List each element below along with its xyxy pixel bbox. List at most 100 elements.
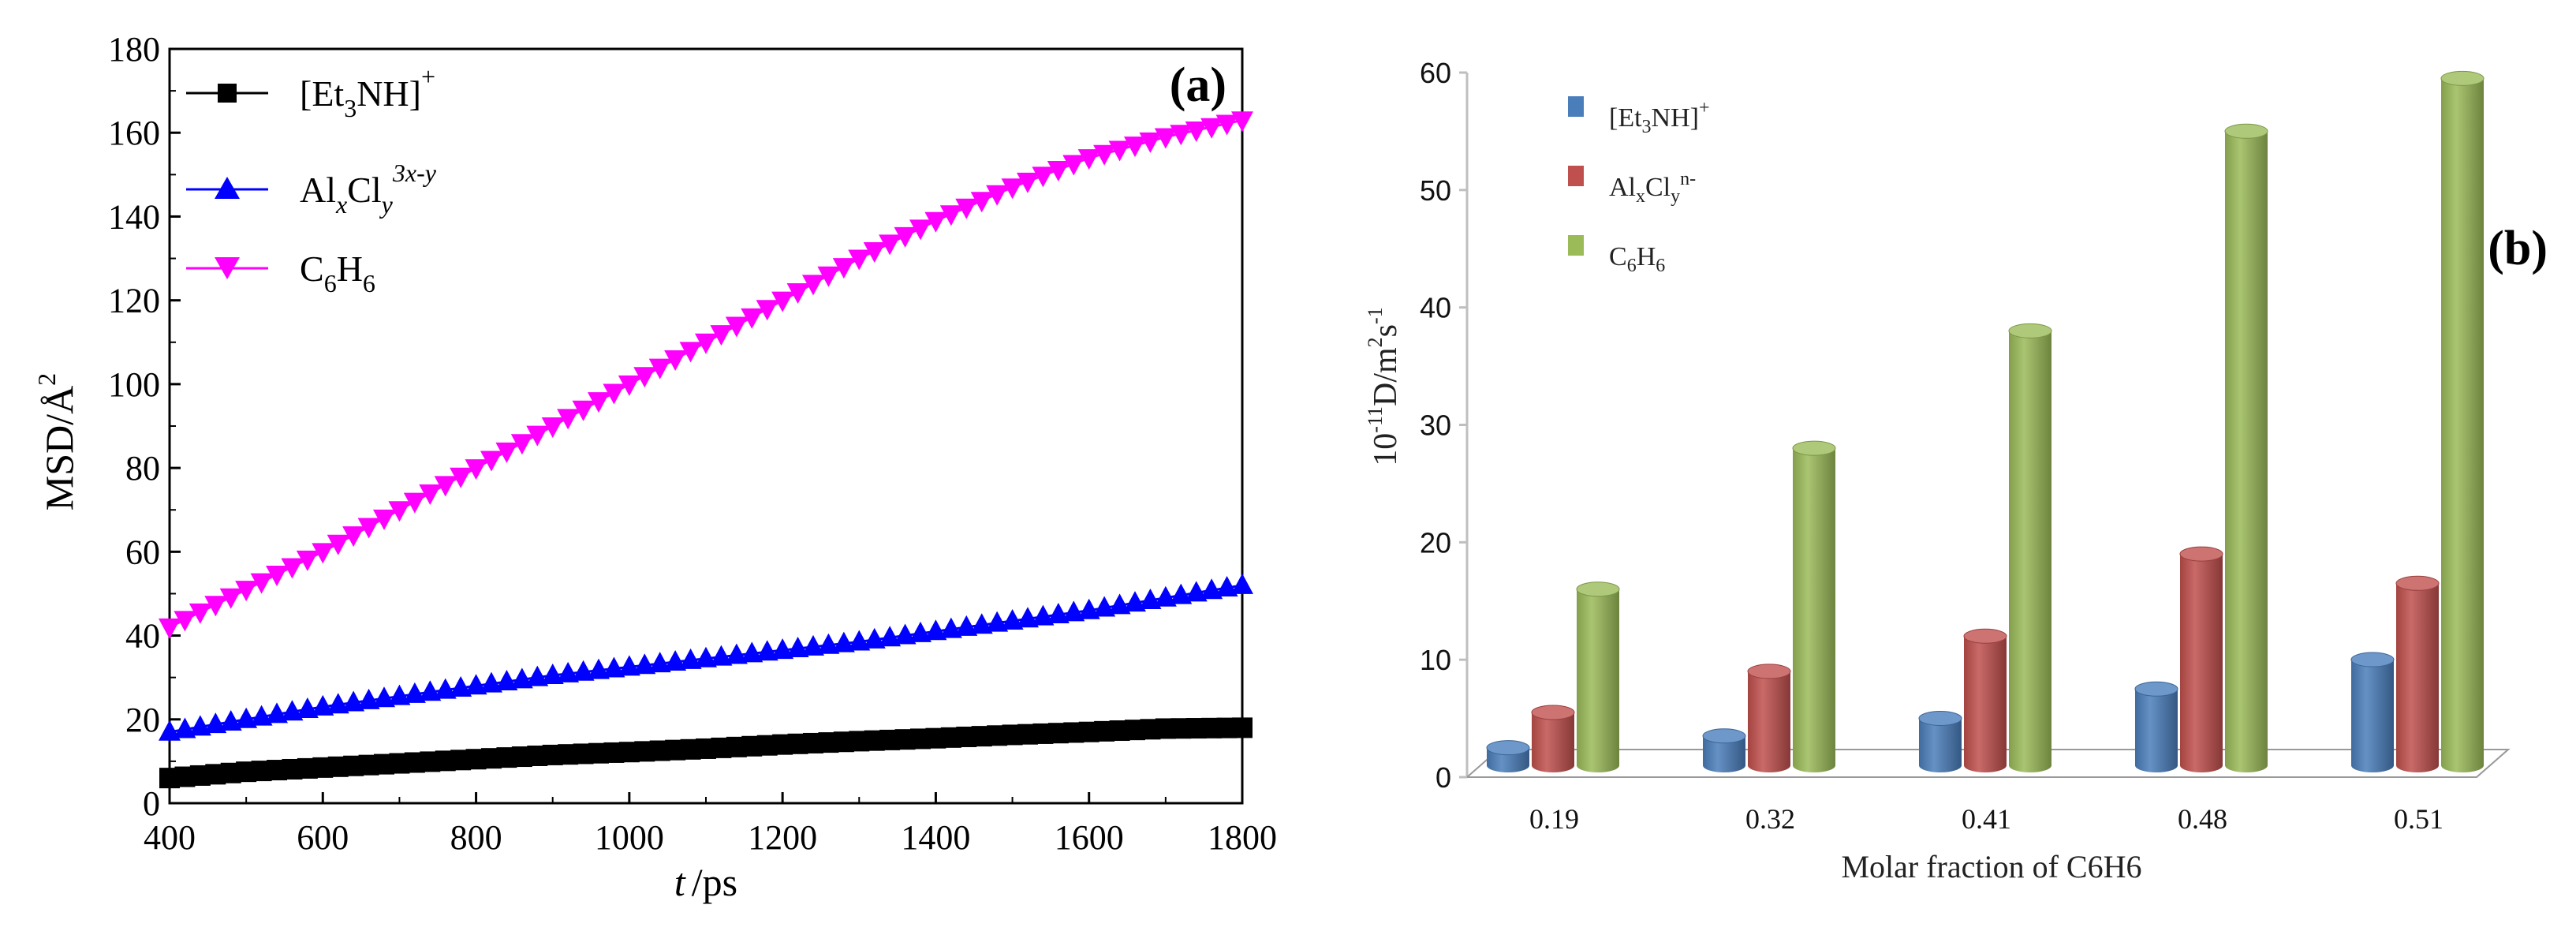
series-2 [159,111,1253,639]
panel-b-label: (b) [2488,222,2548,275]
x-tick-label: 1600 [1055,818,1124,857]
data-point [1062,600,1085,622]
data-point [1232,717,1253,738]
data-point [924,619,947,641]
panel-b-x-axis: 0.19 0.32 0.41 0.48 0.51 [1529,803,2443,835]
data-point [909,219,931,241]
panel-a-line-chart: 0 20 40 60 80 100 120 140 160 180 400 600 800 1000 12… [32,30,1277,904]
data-point [465,674,487,695]
data-point [373,509,395,530]
data-point [1001,178,1024,200]
data-point [771,638,794,660]
panel-b-legend-entry-c6h6: C6H6 [1568,235,1665,276]
data-point [403,682,426,703]
data-point [832,631,855,652]
panel-a-x-axis: 400 600 800 1000 1200 1400 1600 1800 [144,792,1277,857]
panel-a-legend-entry-c6h6: C6H6 [186,249,375,297]
panel-b-legend-entry-alxcly: AlxClyn- [1568,166,1696,207]
data-point [1231,573,1253,594]
data-point [756,300,778,321]
y-tick-label: 120 [108,282,160,320]
y-tick-label: 30 [1420,409,1451,442]
x-tick-label: 1800 [1208,818,1277,857]
square-marker-icon [218,84,237,103]
data-point [894,226,917,248]
data-point [541,417,564,438]
data-point [603,383,625,405]
x-tick-label: 0.19 [1529,803,1579,835]
data-point [266,702,288,723]
data-point [986,185,1009,206]
data-point [159,720,181,741]
data-point [388,501,411,522]
data-point [648,652,671,673]
triangle-down-marker-icon [215,257,240,279]
data-point [312,694,334,716]
data-point [879,234,902,256]
panel-a-x-axis-title: t/ps [674,860,737,904]
data-point [939,205,962,226]
data-point [526,665,549,686]
panel-a-legend-label-et3nh: [Et3NH]+ [300,62,435,122]
data-point [588,392,610,413]
x-tick-label: 400 [144,818,196,857]
data-point [1154,128,1177,149]
data-point [817,266,840,287]
data-point [603,656,625,678]
data-point [480,451,502,472]
x-tick-label: 1000 [595,818,664,857]
data-point [771,291,794,312]
bar [2224,123,2268,773]
blue-swatch-icon [1568,96,1584,117]
data-point [174,611,196,632]
data-point [572,400,595,421]
x-tick-label: 0.32 [1745,803,1795,835]
triangle-up-marker-icon [215,177,240,199]
data-point [725,643,748,664]
x-tick-label: 0.48 [2178,803,2227,835]
data-point [863,241,886,263]
data-point [174,717,196,738]
x-tick-label: 1400 [901,818,970,857]
data-point [1077,149,1100,170]
data-point [159,618,181,639]
data-point [495,442,518,463]
data-point [1124,591,1146,612]
data-point [710,325,733,346]
x-tick-label: 800 [450,818,502,857]
data-point [1185,122,1208,143]
data-point [465,459,487,480]
panel-b-y-axis-title: 10-11D/m2s-1 [1364,307,1404,466]
data-point [618,655,640,676]
y-tick-label: 0 [143,784,160,823]
data-point [281,700,304,721]
data-point [281,558,304,579]
bar [1918,710,1962,772]
bar [2179,546,2223,772]
y-tick-label: 50 [1420,174,1451,207]
data-point [1093,596,1116,617]
y-tick-label: 60 [1420,57,1451,89]
data-point [986,611,1009,632]
data-point [848,249,871,271]
panel-b-x-axis-title: Molar fraction of C6H6 [1841,849,2141,884]
data-point [250,573,273,594]
data-point [510,667,533,689]
panel-b-legend: [Et3NH]+ AlxClyn- C6H6 [1568,96,1710,276]
data-point [357,518,380,539]
bar [1792,440,1836,772]
green-swatch-icon [1568,235,1584,256]
data-point [863,627,886,649]
y-tick-label: 20 [1420,526,1451,559]
panel-b-3d-bar-chart: 0 10 20 30 40 50 60 0.19 0.32 0.41 0.48 0.51 (b) M… [1364,57,2548,884]
data-point [1062,155,1085,176]
data-point [1017,172,1039,193]
x-tick-label: 0.51 [2394,803,2443,835]
data-point [679,648,702,669]
x-tick-label: 1200 [748,818,817,857]
panel-a-y-axis-title: MSD/Å2 [32,373,81,510]
panel-b-legend-label-c6h6: C6H6 [1609,242,1665,276]
data-point [189,715,211,736]
panel-b-legend-label-et3nh: [Et3NH]+ [1609,98,1710,137]
data-point [924,211,947,233]
